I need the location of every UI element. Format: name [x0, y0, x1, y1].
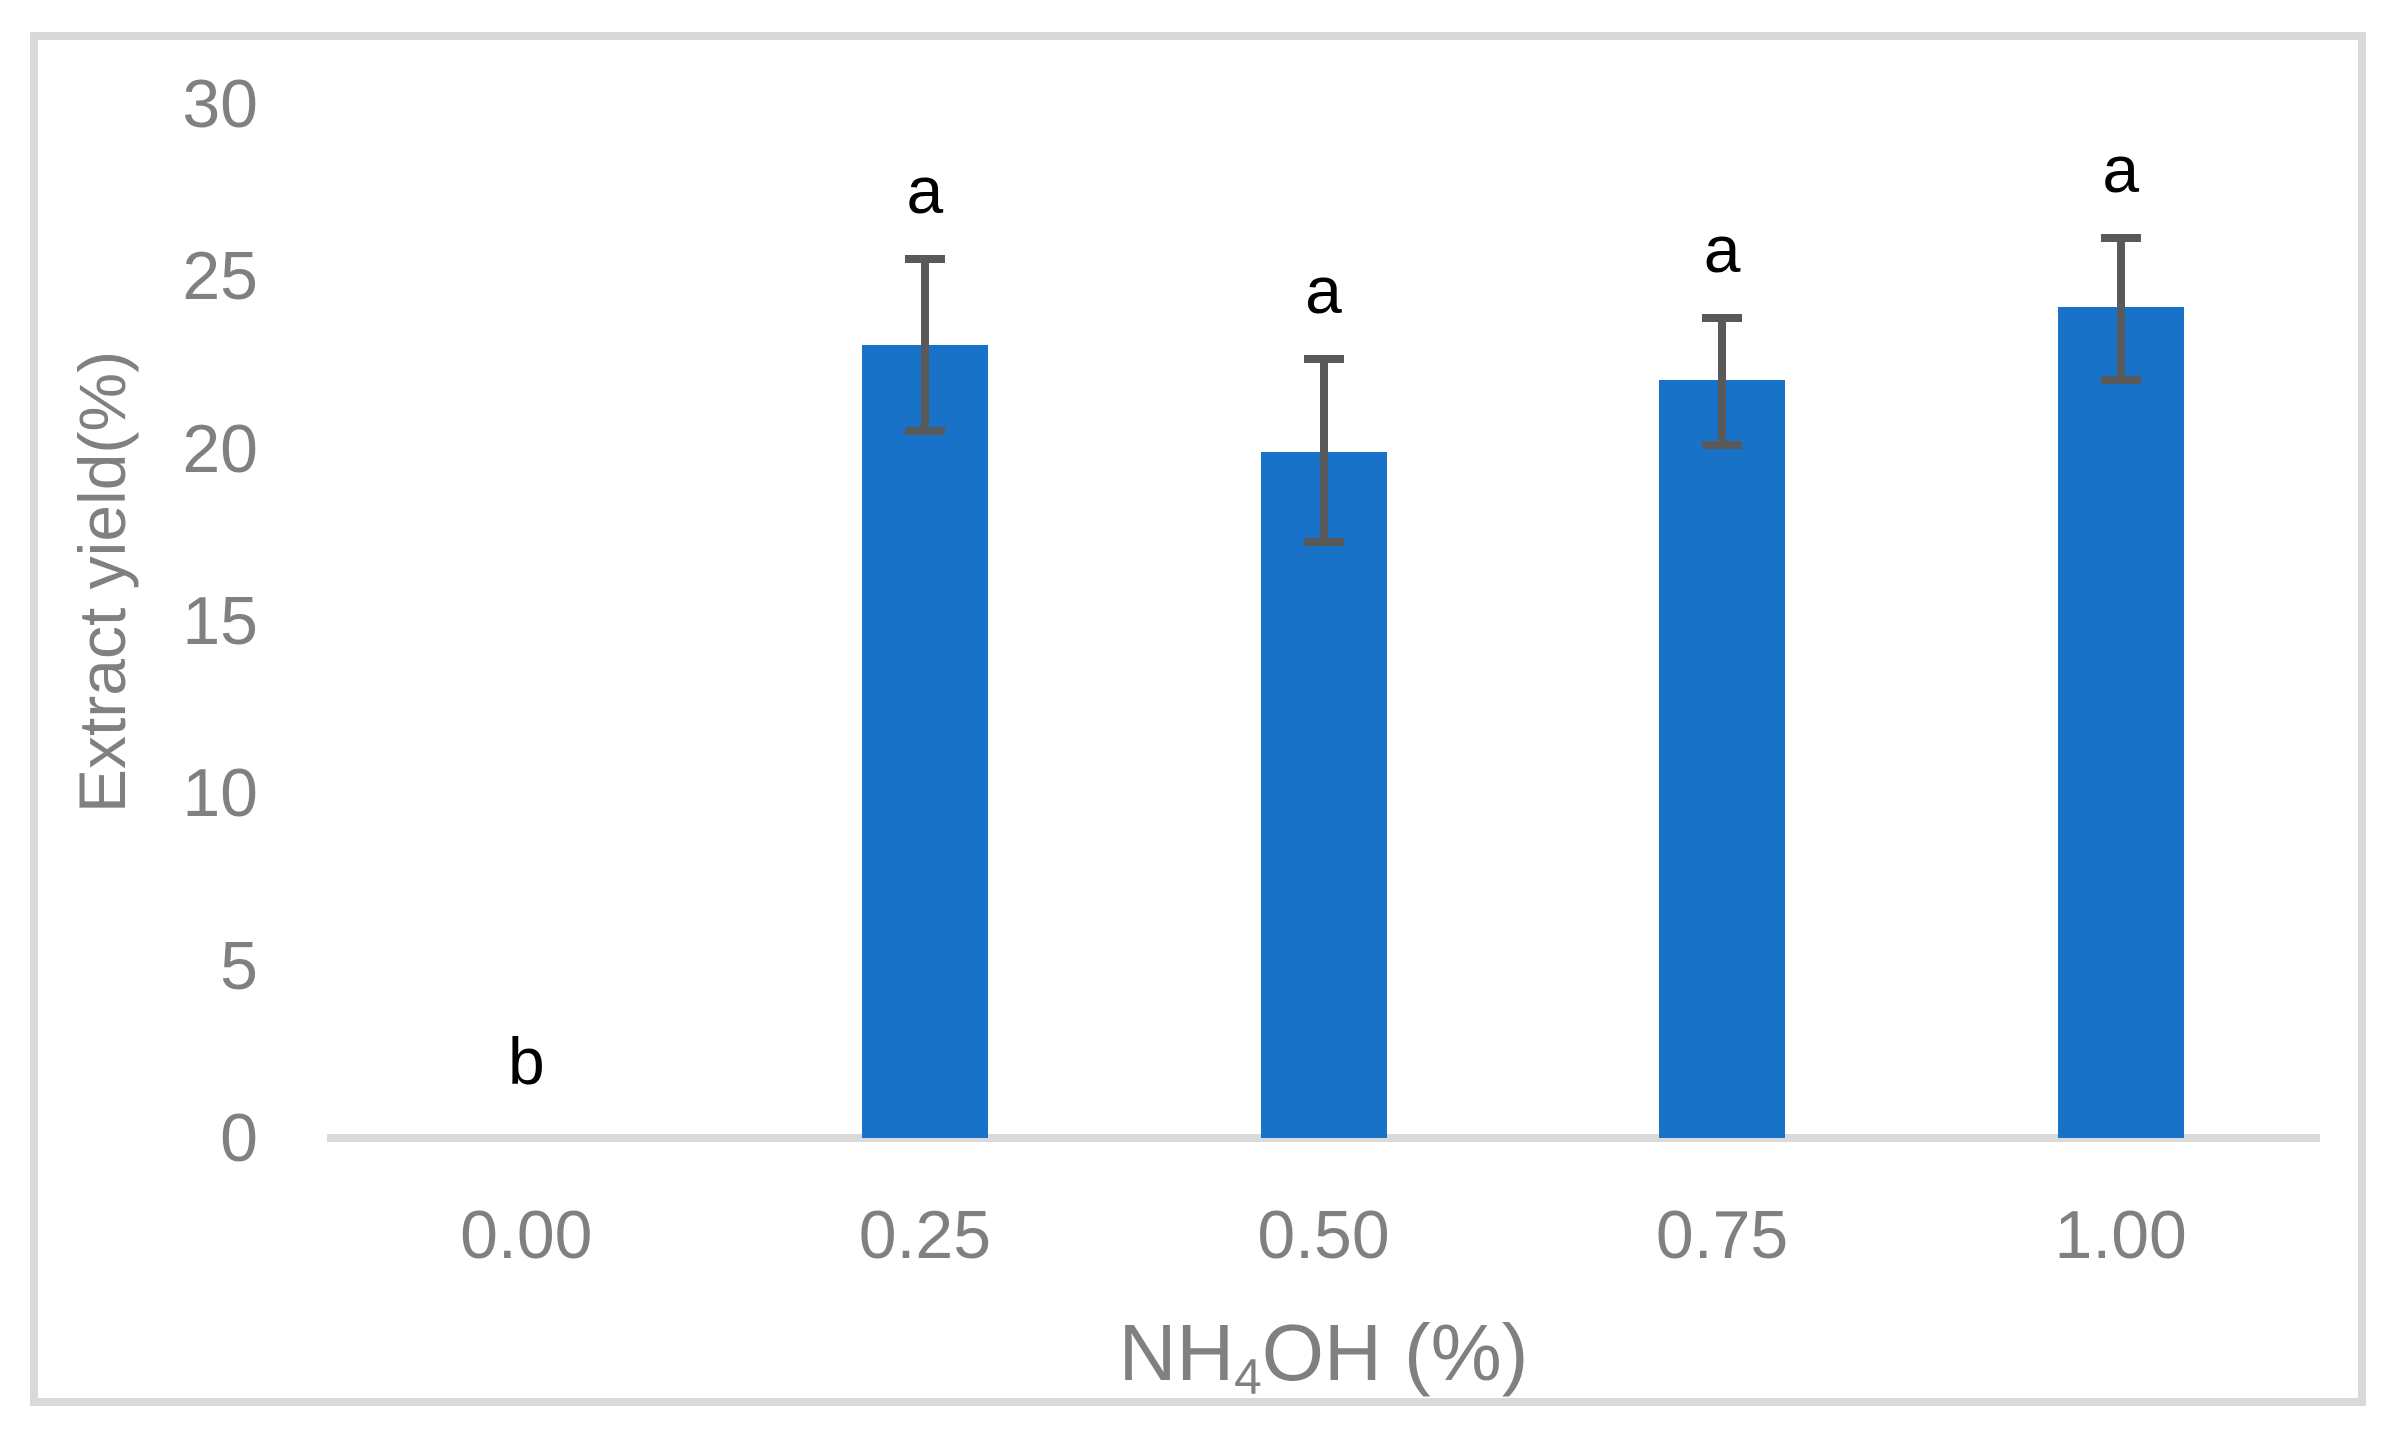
- x-axis-line: [327, 1134, 2320, 1142]
- y-tick-label: 0: [220, 1100, 258, 1176]
- x-tick-label: 1.00: [2054, 1197, 2187, 1273]
- bar: [1260, 452, 1387, 1138]
- figure-border: [30, 32, 2366, 1406]
- significance-letter: a: [1305, 253, 1342, 328]
- significance-letter: a: [1703, 211, 1741, 286]
- significance-letter: a: [2102, 132, 2140, 207]
- x-tick-label: 0.75: [1655, 1197, 1789, 1273]
- y-tick-label: 20: [182, 410, 258, 487]
- error-bar-line: [1718, 317, 1727, 446]
- error-bar-cap-bottom: [904, 427, 945, 436]
- x-tick-label: 0.25: [858, 1197, 992, 1273]
- error-bar-line: [2116, 238, 2125, 380]
- y-tick-label: 5: [220, 927, 258, 1004]
- error-bar-cap-top: [1702, 313, 1743, 322]
- x-axis-title: NH4OH (%): [327, 1307, 2320, 1406]
- y-tick-label: 30: [182, 66, 258, 142]
- x-axis-title-subscript: 4: [1234, 1348, 1262, 1405]
- error-bar-line: [920, 259, 929, 432]
- significance-letter: a: [906, 153, 944, 228]
- y-tick-label: 15: [182, 583, 258, 659]
- significance-letter: b: [507, 1024, 545, 1098]
- bar: [861, 345, 988, 1138]
- x-tick-label: 0.00: [460, 1197, 593, 1273]
- error-bar-cap-top: [904, 255, 945, 264]
- x-axis-title-post: OH (%): [1261, 1308, 1529, 1397]
- y-tick-label: 25: [182, 238, 258, 315]
- x-tick-label: 0.50: [1257, 1197, 1390, 1273]
- error-bar-line: [1319, 359, 1328, 542]
- error-bar-cap-bottom: [1702, 441, 1743, 450]
- y-tick-label: 10: [182, 755, 258, 832]
- error-bar-cap-bottom: [2100, 375, 2141, 384]
- bar: [2057, 307, 2184, 1138]
- error-bar-cap-top: [2100, 234, 2141, 243]
- x-axis-title-pre: NH: [1118, 1308, 1235, 1397]
- error-bar-cap-top: [1303, 355, 1344, 364]
- bar: [1659, 379, 1786, 1138]
- error-bar-cap-bottom: [1303, 537, 1344, 546]
